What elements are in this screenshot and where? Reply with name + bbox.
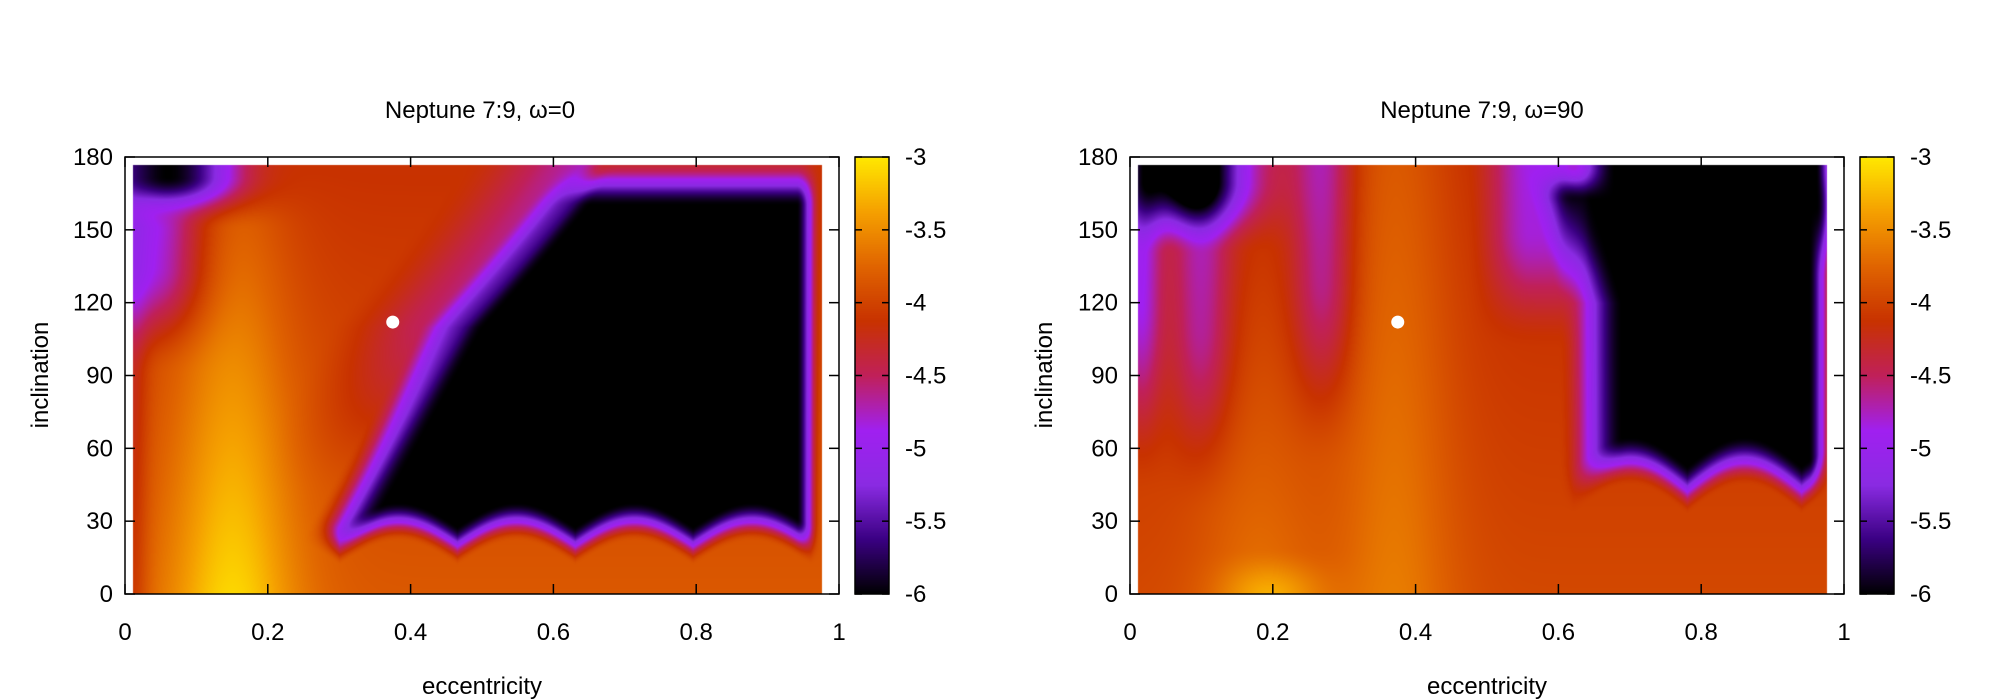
chart-panel-omega-90: Neptune 7:9, ω=90 0 0.2 0.4 0.6 0.8 1 0 30 60 90… xyxy=(1000,0,2000,700)
y-tick-label: 90 xyxy=(1091,363,1118,390)
x-tick-label: 0.8 xyxy=(1685,619,1718,646)
marker-point xyxy=(1391,315,1405,329)
chart-title: Neptune 7:9, ω=0 xyxy=(385,97,575,124)
colorbar-tick-label: -3.5 xyxy=(905,217,946,244)
x-tick-label: 0.4 xyxy=(394,619,427,646)
colorbar-tick-label: -5.5 xyxy=(1910,508,1951,535)
colorbar-tick-label: -4.5 xyxy=(1910,363,1951,390)
x-tick-label: 0 xyxy=(1123,619,1136,646)
heatmap-image xyxy=(125,157,839,594)
x-tick-label: 0.2 xyxy=(251,619,284,646)
x-tick-label: 0.6 xyxy=(537,619,570,646)
chart-omega-90: Neptune 7:9, ω=90 0 0.2 0.4 0.6 0.8 1 0 30 60 90… xyxy=(1031,97,1951,700)
x-axis-label: eccentricity xyxy=(1427,673,1547,700)
y-axis-ticks: 0 30 60 90 120 150 180 xyxy=(1078,144,1844,608)
y-axis-ticks: 0 30 60 90 120 150 180 xyxy=(73,144,839,608)
marker-point xyxy=(386,315,400,329)
x-tick-label: 0 xyxy=(118,619,131,646)
y-tick-label: 60 xyxy=(86,435,113,462)
colorbar-tick-label: -5 xyxy=(905,435,926,462)
y-tick-label: 60 xyxy=(1091,435,1118,462)
y-tick-label: 30 xyxy=(86,508,113,535)
x-tick-label: 0.2 xyxy=(1256,619,1289,646)
x-axis-ticks: 0 0.2 0.4 0.6 0.8 1 xyxy=(1123,157,1851,646)
colorbar-ticks: -3 -3.5 -4 -4.5 -5 -5.5 -6 xyxy=(1860,144,1951,608)
y-axis-label: inclination xyxy=(1031,322,1058,429)
chart-title: Neptune 7:9, ω=90 xyxy=(1380,97,1584,124)
colorbar-tick-label: -3.5 xyxy=(1910,217,1951,244)
y-tick-label: 120 xyxy=(1078,290,1118,317)
x-axis-label: eccentricity xyxy=(422,673,542,700)
colorbar-tick-label: -4.5 xyxy=(905,363,946,390)
colorbar-tick-label: -3 xyxy=(1910,144,1931,171)
heatmap-image xyxy=(1130,157,1844,594)
colorbar-tick-label: -3 xyxy=(905,144,926,171)
y-tick-label: 30 xyxy=(1091,508,1118,535)
colorbar-tick-label: -5 xyxy=(1910,435,1931,462)
y-tick-label: 0 xyxy=(1105,581,1118,608)
x-tick-label: 0.4 xyxy=(1399,619,1432,646)
y-tick-label: 180 xyxy=(1078,144,1118,171)
y-tick-label: 90 xyxy=(86,363,113,390)
chart-panel-omega-0: Neptune 7:9, ω=0 0 0.2 0.4 0.6 0.8 1 0 30 60 90 1… xyxy=(27,97,946,700)
colorbar-tick-label: -5.5 xyxy=(905,508,946,535)
x-tick-label: 1 xyxy=(1837,619,1850,646)
colorbar-tick-label: -4 xyxy=(905,290,926,317)
x-axis-ticks: 0 0.2 0.4 0.6 0.8 1 xyxy=(118,157,846,646)
chart-omega-0: Neptune 7:9, ω=0 0 0.2 0.4 0.6 0.8 1 0 30 60 90 1… xyxy=(27,97,946,700)
y-axis-label: inclination xyxy=(27,322,54,429)
y-tick-label: 180 xyxy=(73,144,113,171)
y-tick-label: 150 xyxy=(1078,217,1118,244)
colorbar-tick-label: -6 xyxy=(905,581,926,608)
y-tick-label: 120 xyxy=(73,290,113,317)
colorbar-tick-label: -4 xyxy=(1910,290,1931,317)
colorbar-ticks: -3 -3.5 -4 -4.5 -5 -5.5 -6 xyxy=(855,144,946,608)
x-tick-label: 0.6 xyxy=(1542,619,1575,646)
x-tick-label: 1 xyxy=(832,619,845,646)
y-tick-label: 0 xyxy=(100,581,113,608)
y-tick-label: 150 xyxy=(73,217,113,244)
x-tick-label: 0.8 xyxy=(680,619,713,646)
colorbar-tick-label: -6 xyxy=(1910,581,1931,608)
